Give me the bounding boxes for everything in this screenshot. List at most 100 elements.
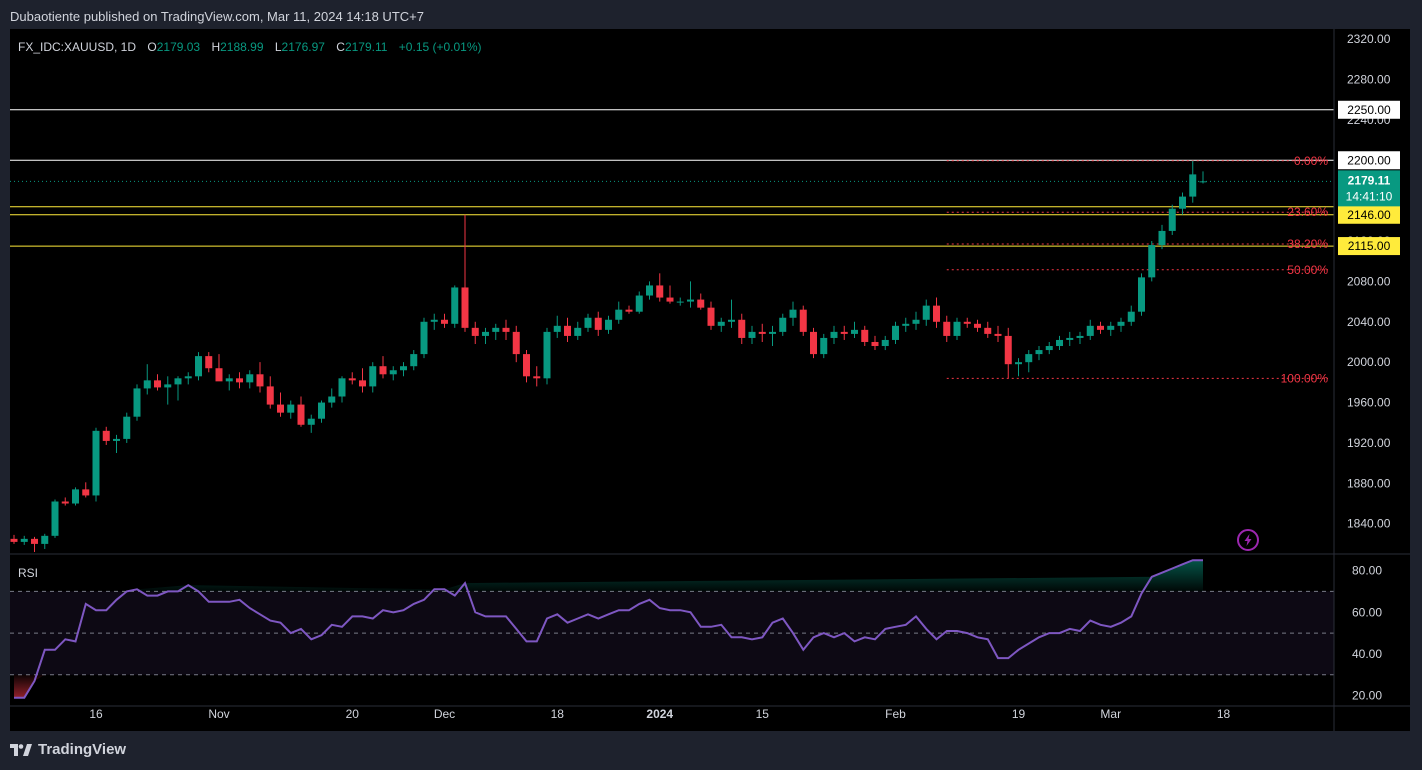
- candle-body: [543, 331, 551, 379]
- level-label: 2146.00: [1347, 208, 1391, 222]
- candle-body: [1066, 337, 1074, 340]
- candle-body: [61, 501, 69, 504]
- publish-line: Dubaotiente published on TradingView.com…: [10, 9, 424, 24]
- candle-body: [102, 430, 110, 441]
- rsi-title: RSI: [18, 566, 38, 580]
- candle-body: [779, 317, 787, 332]
- candle-body: [769, 331, 776, 334]
- rsi-tick-label: 60.00: [1352, 605, 1382, 619]
- candle-body: [1127, 311, 1135, 322]
- candle-body: [348, 378, 356, 381]
- fib-level-label: 38.20%: [1287, 237, 1328, 251]
- rsi-overbought-fill: [137, 560, 1203, 592]
- last-price-label: 2179.11: [1348, 173, 1391, 187]
- chart-frame[interactable]: 0.00% 23.60% 38.20% 50.00% 100.00% 2320.00 22…: [10, 29, 1410, 731]
- time-tick-label: 16: [89, 707, 103, 721]
- candle-body: [820, 337, 828, 355]
- candle-body: [851, 329, 858, 334]
- candle-body: [605, 319, 612, 330]
- candle-body: [953, 321, 961, 336]
- candle-body: [72, 489, 79, 504]
- candle-body: [246, 374, 254, 383]
- candle-body: [184, 376, 192, 379]
- candle-body: [810, 331, 817, 355]
- price-tick-label: 1880.00: [1347, 476, 1391, 490]
- candle-body: [123, 416, 131, 439]
- candle-body: [20, 538, 28, 542]
- candle-body: [215, 368, 223, 382]
- time-tick-label: 19: [1012, 707, 1026, 721]
- candle-body: [974, 323, 981, 328]
- candle-body: [10, 538, 18, 542]
- price-tick-label: 2000.00: [1347, 355, 1391, 369]
- candle-body: [963, 321, 971, 324]
- candle-body: [328, 396, 336, 403]
- legend-close-label: C: [336, 40, 345, 54]
- candle-body: [564, 325, 571, 336]
- candle-body: [871, 341, 879, 347]
- legend-line: FX_IDC:XAUUSD, 1D O2179.03 H2188.99 L217…: [18, 40, 482, 54]
- candle-body: [933, 305, 940, 322]
- rsi-tick-label: 80.00: [1352, 564, 1382, 578]
- price-tick-label: 1960.00: [1347, 396, 1391, 410]
- candle-body: [225, 378, 233, 382]
- candle-body: [881, 339, 889, 347]
- time-tick-label: 15: [756, 707, 770, 721]
- legend-close: 2179.11: [345, 40, 388, 54]
- price-tick-label: 2320.00: [1347, 32, 1391, 46]
- candle-body: [482, 331, 489, 336]
- tradingview-brand: TradingView: [38, 741, 127, 758]
- last-price-box: [1338, 170, 1400, 207]
- candle-body: [635, 295, 643, 312]
- time-tick-label: Feb: [885, 707, 906, 721]
- candle-body: [1199, 181, 1207, 183]
- candle-body: [236, 378, 243, 383]
- candle-body: [656, 285, 664, 298]
- rsi-line: [14, 559, 1203, 699]
- candle-body: [789, 309, 797, 318]
- price-labels: 2250.002200.002154.002146.002115.002179.…: [1338, 100, 1400, 256]
- candle-body: [1158, 230, 1166, 246]
- candle-body: [830, 331, 838, 338]
- candle-body: [1168, 208, 1176, 231]
- candle-body: [943, 321, 951, 336]
- candle-body: [512, 331, 520, 355]
- time-tick-label: 18: [551, 707, 565, 721]
- rsi-tick-label: 40.00: [1352, 647, 1382, 661]
- candle-body: [471, 327, 479, 336]
- candle-body: [451, 287, 459, 324]
- candle-body: [420, 321, 428, 355]
- legend-low-label: L: [275, 40, 282, 54]
- candle-body: [41, 535, 49, 544]
- price-tick-label: 2280.00: [1347, 72, 1391, 86]
- rsi-band-fill: [10, 591, 1334, 675]
- level-label: 2250.00: [1347, 103, 1391, 117]
- candle-body: [922, 305, 930, 320]
- candle-body: [523, 354, 530, 377]
- lightning-icon[interactable]: [1237, 529, 1259, 551]
- candle-body: [82, 489, 90, 496]
- candle-body: [154, 380, 161, 388]
- tradingview-logo[interactable]: TradingView: [10, 741, 126, 758]
- candle-body: [533, 376, 541, 379]
- candle-body: [697, 299, 705, 308]
- fib-level-label: 100.00%: [1281, 371, 1329, 385]
- chart-canvas[interactable]: 0.00% 23.60% 38.20% 50.00% 100.00% 2320.00 22…: [10, 29, 1410, 731]
- candle-body: [410, 354, 418, 367]
- level-label-box: [1338, 100, 1400, 119]
- candle-body: [728, 319, 735, 322]
- candle-body: [400, 366, 407, 371]
- candle-body: [143, 380, 151, 389]
- candle-body: [266, 386, 274, 405]
- candle-body: [174, 378, 182, 385]
- candle-body: [1117, 321, 1125, 326]
- candle-body: [574, 327, 582, 336]
- price-tick-label: 2080.00: [1347, 274, 1391, 288]
- candle-body: [502, 327, 510, 332]
- candle-body: [51, 501, 59, 536]
- price-tick-label: 1840.00: [1347, 517, 1391, 531]
- candle-body: [277, 404, 284, 413]
- candle-body: [287, 404, 295, 413]
- candle-body: [1138, 277, 1145, 312]
- candle-body: [984, 327, 992, 334]
